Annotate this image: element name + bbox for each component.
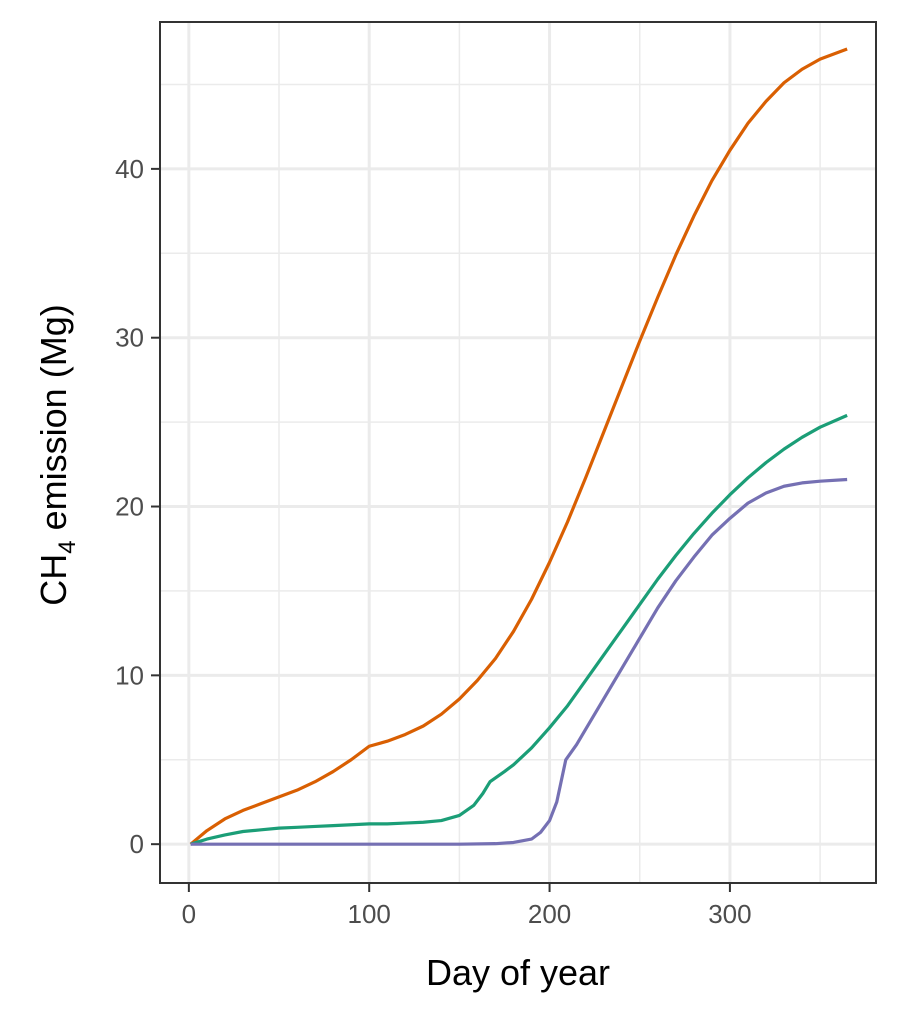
y-tick-label: 20 — [115, 492, 144, 522]
x-axis: 0 100 200 300 — [182, 883, 752, 929]
series-line-3 — [190, 477, 848, 846]
y-tick-label: 30 — [115, 323, 144, 353]
y-axis: 0 10 20 30 40 — [115, 154, 160, 859]
series-line-1 — [189, 47, 848, 846]
y-axis-title-subscript: 4 — [54, 540, 81, 553]
y-tick-label: 0 — [130, 829, 144, 859]
y-tick-label: 10 — [115, 660, 144, 690]
y-tick-label: 40 — [115, 154, 144, 184]
y-axis-title-unit-open: ( — [33, 366, 74, 378]
y-axis-title-unit-close: ) — [33, 304, 74, 316]
y-axis-title: CH4 emission (Mg) — [33, 304, 81, 605]
series-line-2 — [190, 413, 848, 846]
x-tick-label: 100 — [348, 899, 391, 929]
x-tick-label: 0 — [182, 899, 196, 929]
x-axis-title: Day of year — [426, 952, 610, 993]
y-axis-title-main: CH — [33, 554, 74, 606]
plot-panel-border — [159, 21, 877, 884]
x-tick-label: 200 — [528, 899, 571, 929]
x-tick-label: 300 — [708, 899, 751, 929]
series-layer — [189, 47, 848, 846]
y-axis-title-rest: emission — [33, 378, 74, 540]
y-axis-title-unit: Mg — [33, 316, 74, 366]
major-gridlines — [160, 22, 876, 883]
minor-gridlines — [160, 22, 876, 883]
